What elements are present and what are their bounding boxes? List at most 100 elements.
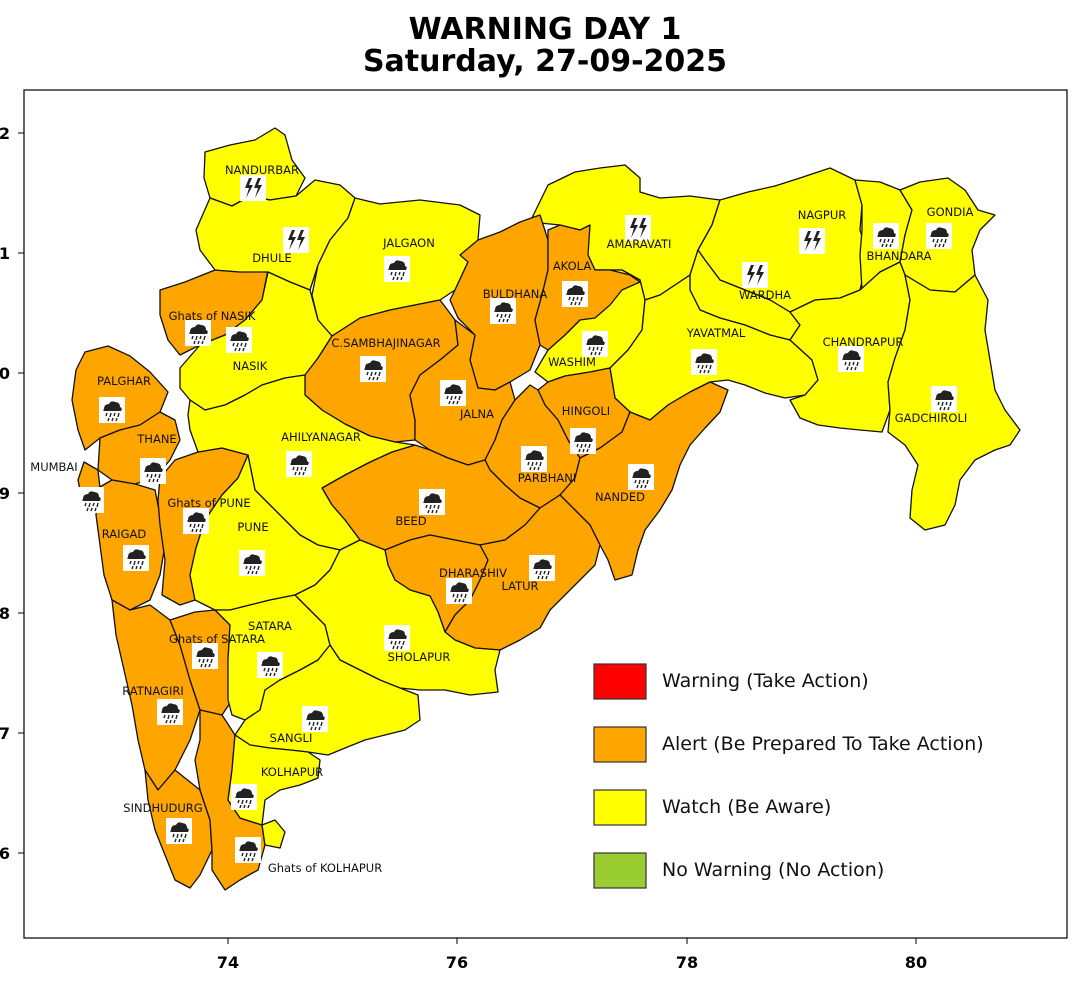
heavy-rain-icon (931, 386, 957, 412)
map-title-line2: Saturday, 27-09-2025 (362, 44, 728, 79)
district-label: PUNE (237, 520, 268, 534)
y-tick-label: 1 (0, 244, 10, 263)
heavy-rain-icon (562, 281, 588, 307)
heavy-rain-icon (235, 837, 261, 863)
district-label: JALGAON (382, 236, 435, 250)
heavy-rain-icon (157, 699, 183, 725)
thunderstorm-icon (283, 227, 309, 253)
heavy-rain-icon (490, 298, 516, 324)
heavy-rain-icon (123, 545, 149, 571)
legend-label: Warning (Take Action) (662, 670, 869, 692)
district-label: BEED (395, 514, 426, 528)
heavy-rain-icon (926, 223, 952, 249)
district-label: WASHIM (548, 355, 596, 369)
district-label: GADCHIROLI (895, 411, 968, 425)
district-label: NAGPUR (798, 208, 847, 222)
heavy-rain-icon (628, 464, 654, 490)
legend-swatch (593, 663, 647, 700)
district-label: KOLHAPUR (261, 765, 323, 779)
legend: Warning (Take Action) Alert (Be Prepared… (593, 663, 984, 889)
district-label: SINDHUDURG (123, 801, 202, 815)
heavy-rain-icon (192, 643, 218, 669)
district-latur (444, 494, 601, 651)
district-label: BHANDARA (867, 249, 932, 263)
x-tick-label: 74 (217, 953, 239, 972)
heavy-rain-icon (360, 356, 386, 382)
x-axis: 74 76 78 80 (217, 938, 927, 972)
legend-swatch (593, 789, 647, 826)
district-label: HINGOLI (562, 404, 610, 418)
map-title: WARNING DAY 1 Saturday, 27-09-2025 (0, 14, 1082, 78)
heavy-rain-icon (302, 706, 328, 732)
district-label: AHILYANAGAR (281, 430, 361, 444)
district-label: SANGLI (270, 731, 313, 745)
district-label: LATUR (501, 579, 538, 593)
legend-label: Alert (Be Prepared To Take Action) (662, 733, 984, 755)
heavy-rain-icon (446, 578, 472, 604)
y-tick-label: 0 (0, 364, 10, 383)
district-label: DHARASHIV (439, 566, 507, 580)
legend-label: No Warning (No Action) (662, 859, 884, 881)
heavy-rain-icon (384, 256, 410, 282)
legend-swatch (593, 726, 647, 763)
district-label: C.SAMBHAJINAGAR (331, 336, 440, 350)
district-label: CHANDRAPUR (823, 335, 904, 349)
district-label: NANDED (595, 490, 645, 504)
district-label: SATARA (248, 619, 292, 633)
heavy-rain-icon (99, 397, 125, 423)
legend-swatch (593, 852, 647, 889)
heavy-rain-icon (873, 223, 899, 249)
heavy-rain-icon (257, 652, 283, 678)
y-tick-label: 7 (0, 724, 10, 743)
heavy-rain-icon (183, 508, 209, 534)
thunderstorm-icon (240, 175, 266, 201)
x-tick-label: 78 (676, 953, 698, 972)
district-label: Ghats of PUNE (167, 496, 250, 510)
heavy-rain-icon (419, 489, 445, 515)
district-label: YAVATMAL (686, 326, 746, 340)
heavy-rain-icon (140, 458, 166, 484)
district-label: RAIGAD (102, 527, 147, 541)
district-label: Ghats of KOLHAPUR (268, 861, 382, 875)
district-label: THANE (136, 432, 176, 446)
heavy-rain-icon (185, 320, 211, 346)
heavy-rain-icon (239, 550, 265, 576)
district-label: BULDHANA (483, 287, 548, 301)
district-label: WARDHA (739, 288, 791, 302)
heavy-rain-icon (838, 346, 864, 372)
district-label: AKOLA (553, 259, 592, 273)
heavy-rain-icon (384, 625, 410, 651)
legend-label: Watch (Be Aware) (662, 796, 831, 818)
heavy-rain-icon (529, 555, 555, 581)
x-tick-label: 76 (446, 953, 468, 972)
district-label: Ghats of NASIK (169, 309, 256, 323)
thunderstorm-icon (742, 262, 768, 288)
district-label: DHULE (252, 251, 292, 265)
y-axis: 2 1 0 9 8 7 6 (0, 124, 24, 863)
district-label: Ghats of SATARA (169, 632, 265, 646)
heavy-rain-icon (226, 327, 252, 353)
district-label: AMARAVATI (607, 237, 672, 251)
heavy-rain-icon (286, 451, 312, 477)
district-label: PARBHANI (518, 471, 576, 485)
district-label: NANDURBAR (225, 163, 299, 177)
district-kolhapur-south (261, 819, 286, 849)
y-tick-label: 6 (0, 844, 10, 863)
x-tick-label: 80 (905, 953, 927, 972)
y-tick-label: 8 (0, 604, 10, 623)
district-label: MUMBAI (30, 460, 77, 474)
y-tick-label: 2 (0, 124, 10, 143)
district-labels: NANDURBAR DHULE JALGAON AMARAVATI NAGPUR… (30, 163, 973, 875)
heavy-rain-icon (166, 818, 192, 844)
map-title-line1: WARNING DAY 1 (408, 12, 682, 47)
heavy-rain-icon (521, 446, 547, 472)
district-label: SHOLAPUR (388, 650, 451, 664)
heavy-rain-icon (582, 331, 608, 357)
heavy-rain-icon (440, 380, 466, 406)
district-label: RATNAGIRI (122, 684, 183, 698)
y-tick-label: 9 (0, 484, 10, 503)
heavy-rain-icon (231, 784, 257, 810)
district-label: PALGHAR (97, 374, 151, 388)
district-label: NASIK (233, 359, 268, 373)
